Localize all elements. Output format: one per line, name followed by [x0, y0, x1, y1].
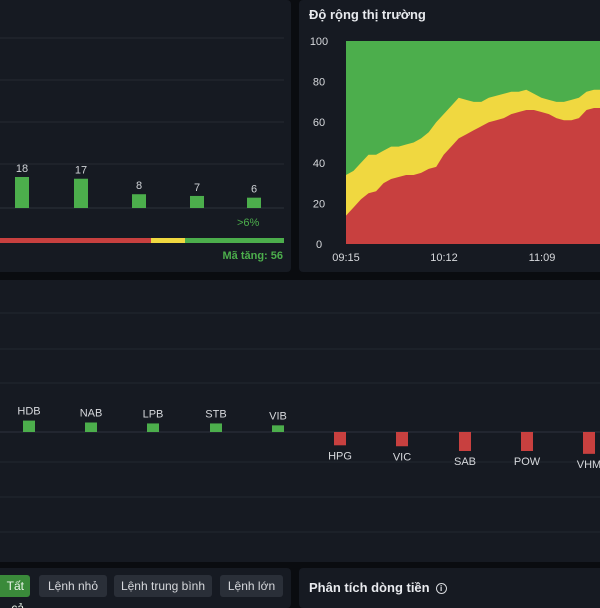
ticker-label: VIB [269, 410, 287, 422]
impact-bar [272, 425, 284, 432]
price-distribution-chart: 18 17 8 7 6 [0, 37, 284, 209]
distribution-bar [132, 194, 146, 208]
market-breadth-chart: 100 80 60 40 20 0 09:15 10:12 11:09 [310, 36, 600, 264]
distribution-bar [247, 197, 261, 208]
x-tick-label: 11:09 [529, 252, 556, 264]
bar-value-label: 18 [16, 163, 28, 175]
y-tick-label: 60 [313, 117, 325, 129]
ratio-strip [0, 238, 284, 243]
advancers-count: Mã tăng: 56 [222, 250, 283, 262]
ratio-segment [185, 238, 284, 243]
impact-bar [147, 423, 159, 432]
y-tick-label: 80 [313, 77, 325, 89]
impact-bar [23, 420, 35, 432]
price-distribution-panel: 18 17 8 7 6 >6% Mã tăng: 56 [0, 0, 291, 272]
bar-value-label: 8 [136, 180, 142, 192]
ticker-label: HPG [328, 450, 352, 462]
bar-value-label: 7 [194, 182, 200, 194]
panel-title: Phân tích dòng tiền [309, 580, 430, 595]
ratio-segment [150, 238, 186, 243]
bucket-label: >6% [237, 217, 260, 229]
ticker-label: VIC [393, 451, 411, 463]
impact-bar [396, 432, 408, 447]
ratio-segment [0, 238, 151, 243]
distribution-bar [15, 177, 29, 208]
order-filter-panel: Tất cả Lệnh nhỏ Lệnh trung bình Lệnh lớn [0, 568, 291, 608]
filter-large-orders-button[interactable]: Lệnh lớn [220, 575, 283, 597]
stock-impact-chart: HDB NAB LPB STB VIB HPG VIC SAB POW VHM [0, 312, 600, 533]
bar-value-label: 6 [251, 184, 257, 196]
cashflow-title-row: Phân tích dòng tiền i [309, 580, 447, 595]
y-tick-label: 40 [313, 158, 325, 170]
market-breadth-panel: Độ rộng thị trường 100 80 60 40 20 0 09:15 10:1… [299, 0, 600, 272]
filter-all-button[interactable]: Tất cả [0, 575, 30, 608]
ticker-label: POW [514, 456, 541, 468]
impact-bar [85, 422, 97, 432]
y-tick-label: 20 [313, 198, 325, 210]
ticker-label: VHM [577, 459, 600, 471]
decliners-area [346, 108, 600, 244]
y-tick-label: 100 [310, 36, 328, 48]
ticker-label: NAB [80, 408, 103, 420]
stock-impact-panel: HDB NAB LPB STB VIB HPG VIC SAB POW VHM [0, 280, 600, 562]
impact-bar [521, 432, 533, 451]
impact-bar [334, 432, 346, 446]
distribution-bar [190, 195, 204, 208]
x-tick-label: 10:12 [430, 252, 458, 264]
filter-small-orders-button[interactable]: Lệnh nhỏ [39, 575, 107, 597]
impact-bar [583, 432, 595, 454]
ticker-label: LPB [143, 408, 164, 420]
ticker-label: SAB [454, 456, 476, 468]
impact-bar [459, 432, 471, 451]
distribution-bar [74, 178, 88, 208]
panel-title: Độ rộng thị trường [309, 7, 426, 22]
x-tick-label: 09:15 [332, 252, 360, 264]
y-tick-label: 0 [316, 239, 322, 251]
cashflow-panel: Phân tích dòng tiền i [299, 568, 600, 608]
filter-medium-orders-button[interactable]: Lệnh trung bình [114, 575, 212, 597]
impact-bar [210, 423, 222, 432]
info-icon[interactable]: i [435, 583, 447, 594]
ticker-label: STB [205, 408, 226, 420]
bar-value-label: 17 [75, 165, 87, 177]
ticker-label: HDB [17, 406, 40, 418]
